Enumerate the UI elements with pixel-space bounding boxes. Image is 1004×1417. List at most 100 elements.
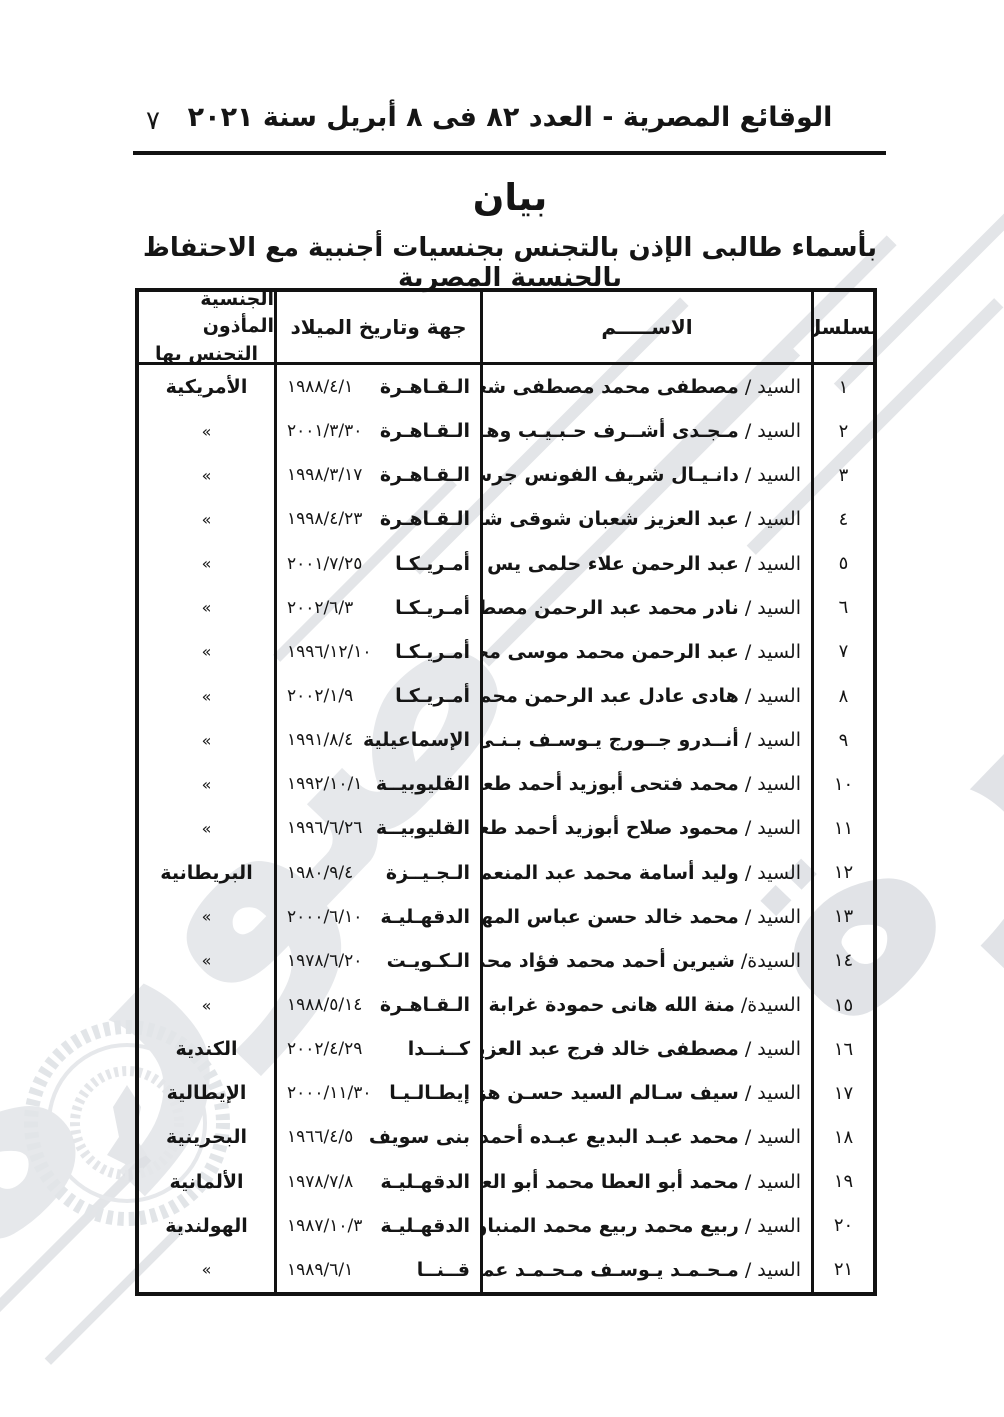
birth-cell: الـقـاهـرة ١٩٩٨/٤/٢٣	[274, 497, 480, 542]
birth-date: ١٩٩٨/٤/٢٣	[287, 509, 363, 530]
table-row: ١٧ السيد / سيف سـالم السيد حسـن هزاع إيط…	[139, 1071, 873, 1116]
name-cell: السيد / سيف سـالم السيد حسـن هزاع	[480, 1071, 811, 1116]
person-name: عبد الرحمن علاء حلمى يس سليم	[483, 552, 739, 575]
birth-place: القليوبيــة	[375, 773, 470, 796]
table-row: ١٤ السيدة/ شيرين أحمد محمد فؤاد محمود ال…	[139, 938, 873, 983]
honorific: السيد /	[744, 905, 801, 928]
serial-cell: ١٧	[811, 1071, 873, 1116]
nationality-cell: »	[201, 642, 212, 662]
nationality-cell: »	[201, 686, 212, 706]
birth-cell: أمـريـكـا ٢٠٠٢/٦/٣	[274, 585, 480, 630]
serial-cell: ١٦	[811, 1027, 873, 1072]
name-cell: السيد / محمد فتحى أبوزيد أحمد طعيمة	[480, 762, 811, 807]
birth-cell: الـقـاهـرة ١٩٨٨/٥/١٤	[274, 982, 480, 1028]
table-header-row: مسلسل الاســـــم جهة وتاريخ الميلاد الجن…	[139, 292, 873, 365]
table-row: ٦ السيد / نادر محمد عبد الرحمن مصطفى الم…	[139, 585, 873, 630]
honorific: السيد /	[744, 464, 801, 487]
table-row: ٢٠ السيد / ربيع محمد ربيع محمد المنباوى …	[139, 1203, 873, 1248]
honorific: السيد /	[744, 1214, 801, 1237]
nationality-cell: »	[201, 951, 212, 971]
serial-cell: ١١	[811, 806, 873, 851]
table-row: ٤ السيد / عبد العزيز شعبان شوقى شعبان ال…	[139, 497, 873, 542]
birth-date: ١٩٩٦/١٢/١٠	[287, 641, 372, 662]
birth-place: الـقـاهـرة	[379, 994, 470, 1017]
honorific: السيد /	[744, 552, 801, 575]
person-name: دانـيـال شريف الفونس جرس	[480, 464, 739, 487]
table-row: ٩ السيد / أنــدرو جــورج يـوسـف بـنـى ال…	[139, 718, 873, 763]
honorific: السيد /	[744, 1258, 801, 1281]
serial-cell: ١	[811, 365, 873, 410]
honorific: السيد /	[744, 376, 801, 399]
birth-cell: القليوبيــة ١٩٩٦/٦/٢٦	[274, 806, 480, 851]
nationality-cell: »	[201, 907, 212, 927]
birth-date: ١٩٩١/٨/٤	[287, 730, 354, 751]
birth-place: أمـريـكـا	[395, 596, 470, 619]
column-header-birth: جهة وتاريخ الميلاد	[274, 292, 480, 362]
serial-cell: ٢١	[811, 1247, 873, 1292]
person-name: محمد عبـد البديع عبـده أحمد	[480, 1126, 739, 1149]
birth-place: الدقهـليـة	[380, 1170, 470, 1193]
name-cell: السيد / دانـيـال شريف الفونس جرس	[480, 453, 811, 498]
birth-date: ٢٠٠٠/٦/١٠	[287, 906, 363, 927]
serial-cell: ١٨	[811, 1115, 873, 1160]
serial-cell: ٨	[811, 673, 873, 719]
name-cell: السيد / محمد خالد حسن عباس المهدى	[480, 894, 811, 939]
statement-title: بيان	[472, 176, 548, 219]
name-cell: السيد / مصطفى محمد مصطفى شعراوى	[480, 365, 811, 410]
honorific: السيد /	[744, 817, 801, 840]
nationality-cell: »	[201, 465, 212, 485]
birth-date: ٢٠٠٢/١/٩	[287, 686, 354, 707]
table-row: ١١ السيد / محمود صلاح أبوزيد أحمد طعيمة …	[139, 806, 873, 851]
nationality-cell: البحرينية	[165, 1126, 248, 1149]
table-row: ١٥ السيدة/ منة الله هانى حمودة غرابة الـ…	[139, 982, 873, 1028]
honorific: السيد /	[744, 1170, 801, 1193]
nationality-cell: الأمريكية	[165, 376, 248, 399]
birth-place: كــنــدا	[407, 1038, 470, 1061]
column-header-name: الاســـــم	[480, 292, 811, 362]
honorific: السيد /	[744, 729, 801, 752]
birth-place: الـجـيــزة	[385, 861, 470, 884]
birth-date: ١٩٨٧/١٠/٣	[287, 1215, 363, 1236]
person-name: مـحـمـد يـوسـف مـحـمـد عمر	[480, 1258, 739, 1281]
nationality-cell: »	[201, 818, 212, 838]
birth-cell: الدقهـليـة ١٩٨٧/١٠/٣	[274, 1203, 480, 1248]
birth-place: الـقـاهـرة	[379, 420, 470, 443]
birth-date: ١٩٩٨/٣/١٧	[287, 465, 363, 486]
birth-date: ١٩٩٢/١٠/١	[287, 774, 363, 795]
birth-date: ٢٠٠١/٣/٣٠	[287, 421, 363, 442]
nationality-cell: »	[201, 421, 212, 441]
name-cell: السيدة/ شيرين أحمد محمد فؤاد محمود	[480, 938, 811, 983]
honorific: السيد /	[744, 685, 801, 708]
birth-place: الدقهـليـة	[380, 905, 470, 928]
serial-cell: ٢٠	[811, 1203, 873, 1248]
serial-cell: ٥	[811, 541, 873, 586]
person-name: محمود صلاح أبوزيد أحمد طعيمة	[480, 817, 739, 840]
nationality-cell: الكندية	[175, 1038, 238, 1061]
watermark-stripe	[0, 1153, 152, 1317]
honorific: السيد /	[744, 596, 801, 619]
birth-date: ١٩٨٩/٦/١	[287, 1259, 354, 1280]
birth-date: ١٩٨٨/٤/١	[287, 377, 354, 398]
birth-date: ١٩٧٨/٧/٨	[287, 1171, 354, 1192]
table-row: ١٣ السيد / محمد خالد حسن عباس المهدى الد…	[139, 894, 873, 939]
birth-cell: الـقـاهـرة ٢٠٠١/٣/٣٠	[274, 409, 480, 454]
birth-place: القليوبيــة	[375, 817, 470, 840]
nationality-cell: البريطانية	[160, 861, 253, 884]
nationality-cell: »	[201, 509, 212, 529]
honorific: السيد /	[744, 1126, 801, 1149]
birth-cell: أمـريـكـا ٢٠٠٢/١/٩	[274, 673, 480, 719]
birth-place: أمـريـكـا	[395, 685, 470, 708]
birth-cell: بنى سويف ١٩٦٦/٤/٥	[274, 1115, 480, 1160]
person-name: منة الله هانى حمودة غرابة	[488, 994, 735, 1017]
table-row: ٣ السيد / دانـيـال شريف الفونس جرس الـقـ…	[139, 453, 873, 498]
person-name: نادر محمد عبد الرحمن مصطفى المالع	[480, 596, 739, 619]
birth-place: الـقـاهـرة	[379, 376, 470, 399]
name-cell: السيدة/ منة الله هانى حمودة غرابة	[480, 982, 811, 1028]
birth-cell: القليوبيــة ١٩٩٢/١٠/١	[274, 762, 480, 807]
table-row: ٢ السيد / مـجـدى أشــرف حـبـيـب وهـبـة ا…	[139, 409, 873, 454]
honorific: السيد /	[744, 508, 801, 531]
name-cell: السيد / ربيع محمد ربيع محمد المنباوى	[480, 1203, 811, 1248]
table-row: ٥ السيد / عبد الرحمن علاء حلمى يس سليم أ…	[139, 541, 873, 586]
nationality-cell: »	[201, 774, 212, 794]
